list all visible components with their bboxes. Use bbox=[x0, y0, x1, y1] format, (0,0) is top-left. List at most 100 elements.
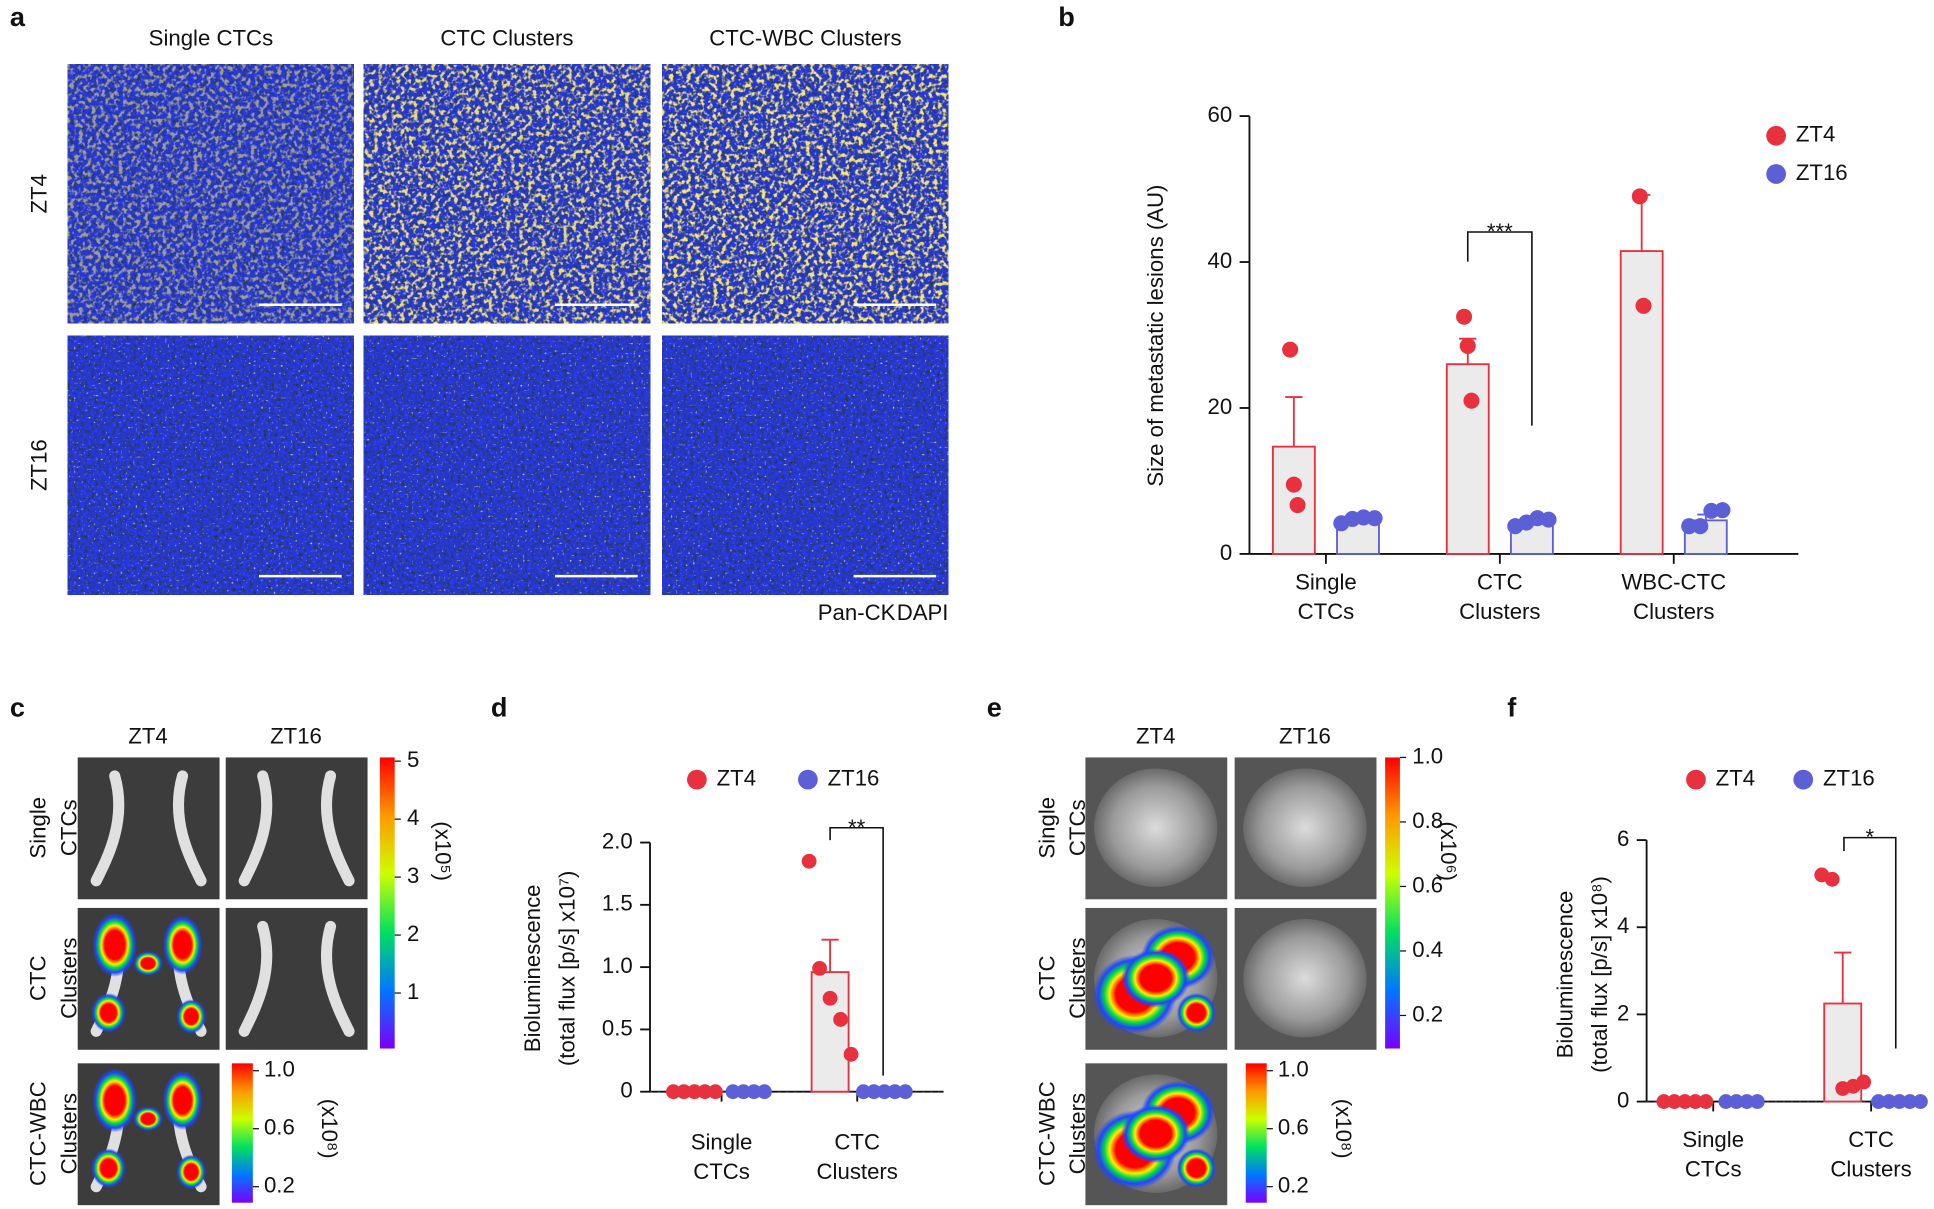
y-tick-label: 0 bbox=[1220, 540, 1232, 565]
row-label: CTC-WBC Clusters bbox=[1034, 1081, 1090, 1186]
specimen bbox=[1243, 768, 1367, 887]
y-axis-label: Size of metastatic lesions (AU) bbox=[1143, 185, 1168, 487]
data-point bbox=[1913, 1094, 1928, 1109]
y-tick-label: 60 bbox=[1207, 102, 1232, 127]
y-axis-label: Bioluminescence bbox=[520, 884, 545, 1052]
legend-marker bbox=[1766, 164, 1786, 184]
pan-ck-signal bbox=[67, 335, 354, 595]
significance-bracket bbox=[1843, 836, 1897, 1049]
data-point bbox=[1749, 1094, 1765, 1109]
error-bar bbox=[821, 938, 839, 973]
data-point bbox=[1698, 1094, 1714, 1109]
data-point bbox=[843, 1046, 859, 1062]
data-point bbox=[1856, 1074, 1872, 1090]
data-point bbox=[833, 1012, 848, 1027]
data-point bbox=[736, 1084, 751, 1100]
data-point bbox=[1892, 1094, 1907, 1109]
data-point bbox=[707, 1084, 723, 1100]
data-point bbox=[757, 1084, 772, 1100]
panel-letter: d bbox=[491, 692, 508, 723]
data-point bbox=[1871, 1094, 1886, 1109]
data-point bbox=[1656, 1094, 1672, 1109]
column-title: ZT4 bbox=[1136, 724, 1175, 749]
pan-ck-signal bbox=[662, 64, 949, 324]
y-tick-label: 2.0 bbox=[602, 828, 633, 853]
x-tick-label: Single CTCs bbox=[691, 1129, 753, 1184]
column-title: ZT16 bbox=[1279, 724, 1331, 749]
y-tick-label: 20 bbox=[1207, 394, 1232, 419]
legend-pan-ck: Pan-CK bbox=[818, 600, 896, 625]
x-tick-label: CTC Clusters bbox=[1459, 569, 1540, 624]
panel-letter: a bbox=[10, 1, 26, 32]
y-tick-label: 40 bbox=[1207, 248, 1232, 273]
data-point bbox=[876, 1084, 892, 1100]
data-point bbox=[1881, 1094, 1897, 1109]
data-point bbox=[1456, 308, 1473, 325]
data-point bbox=[676, 1084, 692, 1100]
data-point bbox=[1681, 518, 1698, 535]
data-point bbox=[746, 1084, 762, 1100]
y-axis-label: Bioluminescence bbox=[1552, 891, 1577, 1059]
signal bbox=[91, 1148, 126, 1188]
y-tick-label: 1.5 bbox=[602, 891, 633, 916]
colorbar-tick-label: 1.0 bbox=[264, 1057, 295, 1082]
data-point bbox=[1714, 502, 1731, 519]
row-label: CTC Clusters bbox=[1034, 938, 1090, 1019]
colorbar-unit: (x10⁸) bbox=[317, 1099, 342, 1159]
specimen bbox=[90, 770, 207, 887]
colorbar-tick-label: 0.6 bbox=[1278, 1115, 1309, 1140]
significance-label: ** bbox=[848, 815, 866, 840]
data-point bbox=[1677, 1094, 1693, 1109]
significance-bracket bbox=[829, 826, 884, 1076]
row-label: CTC-WBC Clusters bbox=[25, 1081, 81, 1186]
colorbar bbox=[379, 757, 395, 1049]
signal bbox=[92, 1068, 137, 1133]
column-title: ZT4 bbox=[128, 724, 167, 749]
error-bar bbox=[1285, 396, 1303, 447]
data-point bbox=[1285, 476, 1302, 493]
data-point bbox=[1635, 297, 1652, 314]
x-tick-label: CTC Clusters bbox=[1830, 1127, 1911, 1182]
bar bbox=[1445, 363, 1490, 555]
bar bbox=[810, 971, 850, 1093]
data-point bbox=[1631, 188, 1648, 205]
colorbar-tick-label: 0.8 bbox=[1412, 808, 1443, 833]
signal bbox=[162, 915, 203, 975]
colorbar-tick-label: 0.2 bbox=[264, 1173, 295, 1198]
pan-ck-signal bbox=[67, 64, 354, 324]
column-title: Single CTCs bbox=[149, 25, 274, 50]
legend-label: ZT4 bbox=[1716, 766, 1755, 791]
signal bbox=[91, 993, 126, 1033]
x-tick-label: CTC Clusters bbox=[817, 1129, 898, 1184]
x-tick-label: Single CTCs bbox=[1295, 569, 1357, 624]
colorbar-tick-label: 3 bbox=[407, 863, 419, 888]
y-tick-label: 0 bbox=[1617, 1087, 1629, 1112]
data-point bbox=[822, 990, 838, 1006]
specimen bbox=[1094, 768, 1218, 887]
error-bar bbox=[1834, 951, 1852, 1004]
data-point bbox=[1728, 1094, 1744, 1109]
row-label: Single CTCs bbox=[1034, 797, 1090, 859]
data-point bbox=[687, 1084, 702, 1100]
data-point bbox=[1739, 1094, 1755, 1109]
specimen bbox=[238, 920, 355, 1037]
x-tick-label: Single CTCs bbox=[1682, 1127, 1744, 1182]
column-title: ZT16 bbox=[270, 724, 322, 749]
legend-marker bbox=[1793, 769, 1814, 790]
data-point bbox=[1902, 1094, 1918, 1109]
colorbar-tick-label: 1.0 bbox=[1278, 1057, 1309, 1082]
pan-ck-signal bbox=[363, 335, 651, 595]
signal bbox=[92, 912, 137, 977]
colorbar-tick-label: 1.0 bbox=[1412, 743, 1443, 768]
legend-label: ZT16 bbox=[828, 766, 880, 791]
signal bbox=[133, 951, 163, 976]
pan-ck-signal bbox=[662, 335, 949, 595]
legend-marker bbox=[687, 769, 707, 790]
signal bbox=[176, 1154, 206, 1190]
panel-letter: e bbox=[987, 692, 1002, 723]
data-point bbox=[1366, 510, 1383, 527]
specimen bbox=[1243, 919, 1367, 1038]
significance-label: * bbox=[1866, 825, 1875, 850]
pan-ck-signal bbox=[363, 64, 651, 324]
